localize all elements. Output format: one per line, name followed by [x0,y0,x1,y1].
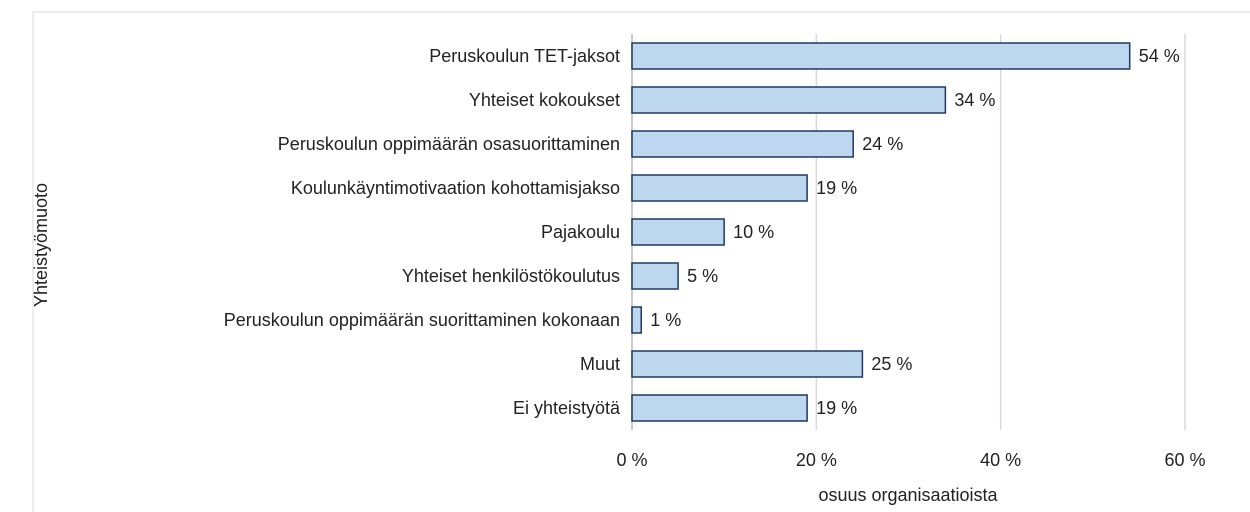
bar [631,306,642,334]
data-label: 10 % [733,222,774,242]
y-tick-label: Ei yhteistyötä [513,398,621,418]
data-label: 19 % [816,178,857,198]
bar [631,86,947,114]
bar [631,262,679,290]
x-tick-label: 60 % [1164,450,1205,470]
chart-frame [32,11,1250,512]
y-tick-label: Yhteiset kokoukset [469,90,620,110]
x-tick-label: 40 % [980,450,1021,470]
bar [631,218,725,246]
y-tick-label: Peruskoulun oppimäärän suorittaminen kok… [224,310,620,330]
data-label: 24 % [862,134,903,154]
x-tick-label: 20 % [796,450,837,470]
data-label: 1 % [650,310,681,330]
y-tick-label: Koulunkäyntimotivaation kohottamisjakso [291,178,620,198]
data-label: 19 % [816,398,857,418]
bar [631,394,808,422]
bar [631,130,854,158]
x-axis-label: osuus organisaatioista [818,485,998,505]
bar [631,42,1131,70]
y-tick-label: Peruskoulun TET-jaksot [429,46,620,66]
x-tick-label: 0 % [616,450,647,470]
y-tick-label: Yhteiset henkilöstökoulutus [402,266,620,286]
data-label: 34 % [954,90,995,110]
bar [631,350,864,378]
y-tick-label: Muut [580,354,620,374]
y-tick-label: Pajakoulu [541,222,620,242]
data-label: 54 % [1139,46,1180,66]
bar [631,174,808,202]
y-tick-label: Peruskoulun oppimäärän osasuorittaminen [278,134,620,154]
data-label: 25 % [871,354,912,374]
y-axis-label: Yhteistyömuoto [31,183,51,307]
data-label: 5 % [687,266,718,286]
